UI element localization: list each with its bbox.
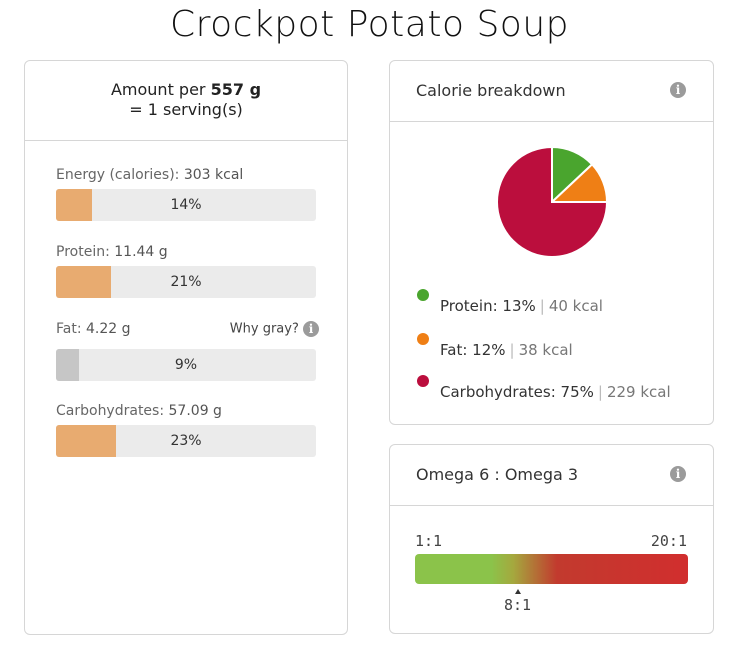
nutrient-name: Carbohydrates: [56, 403, 165, 419]
omega-marker-icon [515, 589, 521, 594]
legend-text: Carbohydrates: 75% | 229 kcal [440, 383, 671, 401]
legend-text: Protein: 13% | 40 kcal [440, 297, 603, 315]
legend-dot [417, 289, 429, 301]
why-gray-text: Why gray? [229, 321, 299, 337]
calorie-breakdown-title: Calorie breakdown [416, 81, 566, 100]
nutrition-panel: Amount per 557 g = 1 serving(s) Energy (… [24, 60, 348, 635]
omega-min-label: 1:1 [415, 532, 443, 550]
nutrient-label: Fat: 4.22 g Why gray? i [56, 321, 319, 343]
nutrient-bar-fill [56, 266, 111, 298]
nutrient-protein: Protein: 11.44 g 21% [56, 244, 316, 298]
nutrient-fat: Fat: 4.22 g Why gray? i 9% [56, 321, 319, 381]
nutrient-percent: 14% [170, 197, 202, 213]
nutrient-value: 303 kcal [183, 167, 244, 183]
legend-kcal: 38 kcal [518, 341, 573, 359]
legend-kcal: 229 kcal [606, 383, 671, 401]
nutrient-bar-fill [56, 425, 116, 457]
amount-prefix: Amount per [110, 80, 211, 99]
legend-label: Protein: 13% [440, 297, 536, 315]
omega-ratio-panel: Omega 6 : Omega 3 i 1:1 20:1 8:1 [389, 444, 714, 634]
nutrient-label: Protein: 11.44 g [56, 244, 316, 266]
nutrient-carbohydrates: Carbohydrates: 57.09 g 23% [56, 403, 316, 457]
why-gray-link[interactable]: Why gray? i [230, 321, 319, 337]
nutrient-value: 11.44 g [114, 244, 168, 260]
calorie-pie-chart [496, 146, 608, 258]
omega-max-label: 20:1 [650, 532, 687, 550]
nutrient-value: 57.09 g [168, 403, 222, 419]
nutrient-percent: 23% [170, 433, 202, 449]
page-title: Crockpot Potato Soup [169, 4, 569, 45]
nutrient-bar-fill [56, 189, 93, 221]
nutrient-name: Fat: [56, 321, 82, 337]
calorie-breakdown-panel: Calorie breakdown i Protein: 13% | 40 kcal… [389, 60, 714, 425]
info-icon[interactable]: i [670, 82, 686, 98]
amount-grams: 557 g [210, 80, 262, 99]
nutrient-bar: 21% [56, 266, 316, 298]
legend-dot [417, 375, 429, 387]
legend-label: Carbohydrates: 75% [440, 383, 594, 401]
nutrient-bar: 14% [56, 189, 316, 221]
nutrient-percent: 21% [170, 274, 202, 290]
nutrient-bar-fill [56, 349, 80, 381]
nutrient-percent: 9% [174, 357, 198, 373]
nutrient-name: Energy (calories): [56, 167, 180, 183]
amount-line: Amount per 557 g [25, 80, 347, 100]
omega-header: Omega 6 : Omega 3 i [390, 445, 713, 506]
nutrient-value: 4.22 g [86, 321, 131, 337]
nutrient-energy: Energy (calories): 303 kcal 14% [56, 167, 316, 221]
calorie-breakdown-header: Calorie breakdown i [390, 61, 713, 122]
legend-text: Fat: 12% | 38 kcal [440, 341, 573, 359]
info-icon[interactable]: i [303, 321, 319, 337]
omega-title: Omega 6 : Omega 3 [416, 465, 579, 484]
omega-gradient-bar [415, 554, 688, 584]
servings-line: = 1 serving(s) [129, 100, 243, 119]
legend-kcal: 40 kcal [548, 297, 603, 315]
nutrient-name: Protein: [56, 244, 110, 260]
nutrient-label: Energy (calories): 303 kcal [56, 167, 316, 189]
nutrient-bar: 9% [56, 349, 316, 381]
legend-label: Fat: 12% [440, 341, 506, 359]
omega-value-label: 8:1 [504, 596, 532, 614]
nutrient-bar: 23% [56, 425, 316, 457]
amount-header: Amount per 557 g = 1 serving(s) [25, 61, 347, 141]
legend-dot [417, 333, 429, 345]
nutrient-label: Carbohydrates: 57.09 g [56, 403, 316, 425]
pie-slice-carbohydrates [496, 146, 608, 258]
info-icon[interactable]: i [670, 466, 686, 482]
